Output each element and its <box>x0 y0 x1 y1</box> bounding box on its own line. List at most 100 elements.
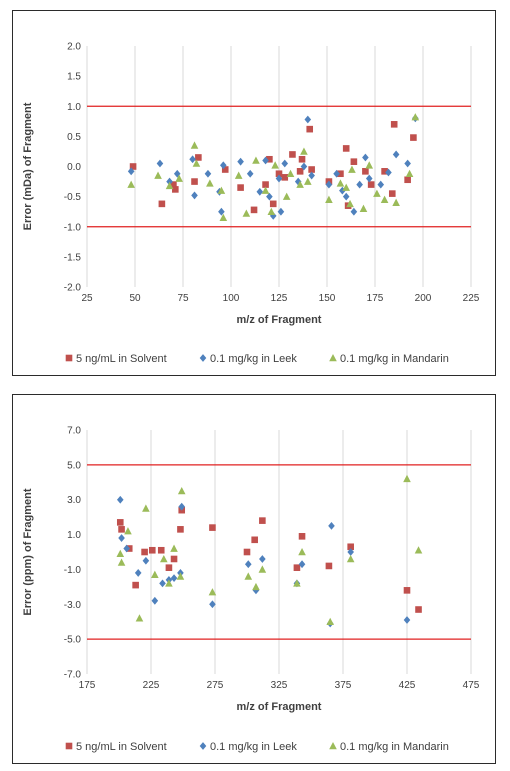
y-tick-label: 1.0 <box>67 102 81 113</box>
y-tick-label: 1.0 <box>67 530 81 541</box>
data-point-mandarin <box>325 195 333 203</box>
data-point-mandarin <box>135 614 144 622</box>
data-point-mandarin <box>346 554 355 563</box>
data-point-leek <box>156 159 164 168</box>
x-tick-label: 175 <box>79 680 96 691</box>
y-tick-label: -7.0 <box>64 670 82 681</box>
data-point-solvent <box>350 158 358 165</box>
data-point-leek <box>116 495 124 504</box>
x-tick-label: 125 <box>271 293 288 304</box>
data-point-leek <box>123 544 130 553</box>
legend-label-mandarin: 0.1 mg/kg in Mandarin <box>340 741 449 753</box>
data-point-leek <box>118 534 125 542</box>
x-tick-label: 375 <box>335 680 352 691</box>
data-point-leek <box>246 169 254 178</box>
data-point-mandarin <box>267 207 276 215</box>
data-point-leek <box>256 187 264 196</box>
data-point-mandarin <box>192 159 201 167</box>
data-point-solvent <box>337 170 344 178</box>
data-point-mandarin <box>414 546 423 554</box>
data-point-leek <box>262 156 269 165</box>
data-point-solvent <box>170 181 177 188</box>
data-point-solvent <box>243 548 251 556</box>
data-point-leek <box>142 556 150 565</box>
x-tick-label: 75 <box>177 293 189 304</box>
data-point-leek <box>134 569 142 577</box>
data-point-mandarin <box>154 171 162 179</box>
data-point-leek <box>300 162 308 171</box>
x-tick-label: 475 <box>463 680 480 691</box>
data-point-mandarin <box>405 169 414 178</box>
legend-label-solvent: 5 ng/mL in Solvent <box>76 741 167 753</box>
y-tick-label: 3.0 <box>67 495 81 506</box>
data-point-mandarin <box>176 572 185 580</box>
data-point-solvent <box>403 587 411 594</box>
data-point-solvent <box>172 186 179 193</box>
data-point-mandarin <box>258 565 267 573</box>
data-point-leek <box>304 115 312 124</box>
data-point-leek <box>350 207 358 216</box>
y-tick-label: -1.5 <box>64 252 82 263</box>
data-point-leek <box>392 150 400 159</box>
data-point-leek <box>339 186 346 195</box>
y-tick-label: -2.0 <box>64 283 82 294</box>
data-point-solvent <box>259 517 266 524</box>
x-tick-label: 50 <box>129 293 141 304</box>
data-point-solvent <box>221 166 229 173</box>
y-tick-label: 5.0 <box>67 460 81 471</box>
data-point-mandarin <box>326 617 334 626</box>
data-point-solvent <box>165 564 173 571</box>
data-point-mandarin <box>190 141 199 149</box>
data-point-solvent <box>195 154 202 161</box>
legend-marker-mandarin <box>329 354 337 362</box>
data-point-solvent <box>157 546 165 554</box>
data-point-solvent <box>158 200 166 208</box>
data-point-solvent <box>177 526 184 533</box>
data-point-mandarin <box>206 179 214 187</box>
data-point-leek <box>325 180 333 189</box>
data-point-solvent <box>325 562 333 570</box>
data-point-mandarin <box>165 181 174 190</box>
data-point-leek <box>298 560 306 569</box>
data-point-mandarin <box>298 548 306 556</box>
y-axis-title: Error (mDa) of Fragment <box>22 102 34 230</box>
data-point-leek <box>151 596 159 605</box>
data-point-mandarin <box>293 579 301 587</box>
legend-label-mandarin: 0.1 mg/kg in Mandarin <box>340 353 449 365</box>
chart-panel-ppm: 175 225 275 325 375 425 475 7.0 5.0 3.0 1.0 -1.0 -3.… <box>12 394 496 764</box>
data-point-solvent <box>269 200 277 208</box>
data-point-solvent <box>410 134 417 141</box>
data-point-solvent <box>275 170 283 178</box>
data-point-mandarin <box>252 156 260 164</box>
data-point-mandarin <box>219 213 228 222</box>
data-point-leek <box>191 191 198 200</box>
chart-panel-mda: 25 50 75 100 125 150 175 200 225 2.0 1.5 1.0 0.5 0.0 -… <box>12 10 496 376</box>
data-point-mandarin <box>342 183 350 191</box>
legend-marker-solvent <box>65 354 73 362</box>
data-point-mandarin <box>170 544 178 552</box>
data-point-mandarin <box>286 169 295 178</box>
data-point-mandarin <box>165 579 173 587</box>
data-point-mandarin <box>411 113 420 121</box>
data-point-mandarin <box>242 209 251 217</box>
x-axis-title: m/z of Fragment <box>237 701 322 713</box>
data-point-solvent <box>141 548 148 556</box>
y-tick-label: 0.0 <box>67 162 81 173</box>
data-point-solvent <box>404 176 411 184</box>
data-point-mandarin <box>151 570 159 578</box>
data-point-leek <box>404 159 411 168</box>
data-point-leek <box>259 555 266 563</box>
data-point-mandarin <box>208 588 217 596</box>
data-point-leek <box>244 560 252 569</box>
data-point-mandarin <box>124 527 132 535</box>
data-point-mandarin <box>336 179 345 187</box>
x-tick-label: 225 <box>143 680 160 691</box>
legend-label-solvent: 5 ng/mL in Solvent <box>76 353 167 365</box>
data-point-leek <box>347 548 354 556</box>
x-axis-title: m/z of Fragment <box>237 314 322 326</box>
x-tick-label: 175 <box>367 293 384 304</box>
data-point-solvent <box>191 178 198 185</box>
data-point-mandarin <box>234 171 243 179</box>
y-axis-title: Error (ppm) of Fragment <box>22 488 34 615</box>
data-point-leek <box>266 192 273 201</box>
